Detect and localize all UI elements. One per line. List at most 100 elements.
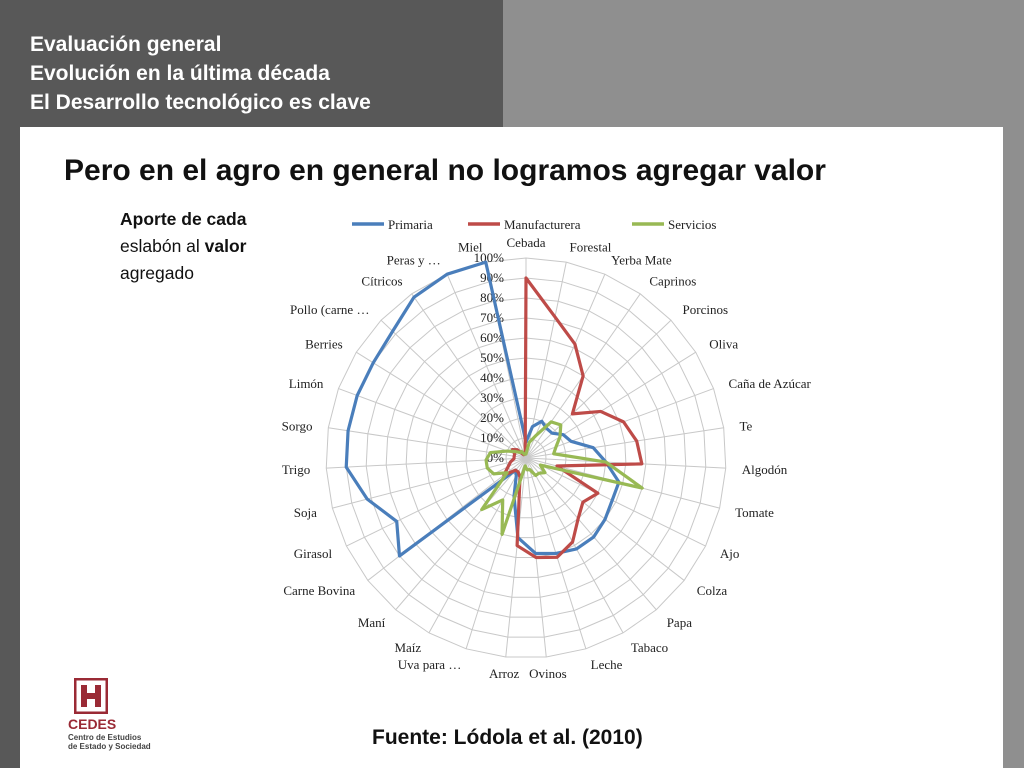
data-point: [356, 394, 359, 397]
scale-label: 90%: [480, 270, 504, 285]
grid-spoke: [525, 457, 706, 547]
data-point: [524, 465, 526, 467]
data-point: [555, 552, 557, 555]
data-point: [515, 474, 518, 477]
data-point: [489, 451, 492, 454]
grid-spoke: [525, 319, 672, 459]
category-label: Uva para …: [398, 657, 462, 672]
category-label: Ajo: [720, 546, 740, 561]
data-point: [509, 461, 512, 463]
data-point: [544, 471, 546, 474]
caption-line-2: eslabón al: [120, 236, 205, 256]
category-label: Ovinos: [529, 666, 567, 681]
grid-spoke: [332, 457, 527, 509]
category-label: Pollo (carne …: [290, 302, 369, 317]
caption-line-3: agregado: [120, 263, 194, 283]
category-label: Algodón: [742, 462, 788, 477]
data-point: [513, 455, 515, 457]
data-point: [516, 544, 518, 547]
data-point: [446, 273, 448, 276]
scale-label: 50%: [480, 350, 504, 365]
data-point: [514, 469, 517, 471]
category-label: Girasol: [294, 546, 333, 561]
data-point: [539, 464, 542, 466]
data-point: [535, 556, 537, 559]
grid-spoke: [525, 427, 724, 459]
data-point: [413, 296, 415, 298]
category-label: Oliva: [709, 337, 738, 352]
grid-ring: [465, 397, 587, 519]
slide-title: Pero en el agro en general no logramos a…: [64, 154, 826, 187]
category-label: Colza: [697, 583, 728, 598]
scale-label: 60%: [480, 330, 504, 345]
data-point: [570, 440, 572, 443]
cedes-logo: CEDES Centro de Estudios de Estado y Soc…: [68, 678, 168, 758]
grid-spoke: [395, 457, 527, 611]
logo-mark-icon: [74, 678, 108, 714]
data-point: [528, 441, 531, 444]
content-panel: [20, 127, 1003, 768]
legend-label: Primaria: [388, 217, 433, 232]
legend-label: Manufacturera: [504, 217, 581, 232]
grid-spoke: [525, 457, 624, 634]
data-point: [592, 536, 595, 538]
grid-spoke: [505, 457, 527, 658]
chart-caption: Aporte de cada eslabón al valor agregado: [120, 206, 246, 287]
data-point: [398, 555, 401, 557]
category-label: Porcinos: [683, 302, 729, 317]
data-point: [486, 467, 489, 469]
category-label: Carne Bovina: [283, 583, 355, 598]
data-point: [501, 533, 503, 536]
source-citation: Fuente: Lódola et al. (2010): [372, 726, 643, 749]
data-point: [574, 343, 576, 345]
category-label: Caña de Azúcar: [729, 376, 812, 391]
data-point: [534, 552, 537, 555]
data-point: [559, 436, 561, 438]
grid-spoke: [428, 457, 527, 634]
data-point: [519, 451, 522, 454]
logo-name: CEDES: [68, 716, 117, 732]
data-point: [528, 468, 531, 471]
logo-subtitle: Centro de Estudios de Estado y Sociedad: [68, 733, 151, 751]
category-label: Tomate: [735, 505, 774, 520]
data-point: [562, 433, 565, 436]
category-label: Tabaco: [631, 640, 668, 655]
caption-bold: valor: [204, 236, 247, 256]
header-line-2: Evolución en la última década: [30, 62, 330, 85]
category-label: Caprinos: [649, 274, 696, 289]
scale-label: 20%: [480, 410, 504, 425]
data-point: [484, 261, 487, 263]
grid-spoke: [446, 274, 527, 459]
data-point: [366, 498, 369, 500]
data-point: [571, 413, 574, 415]
series-line: [480, 420, 644, 536]
category-label: Maní: [358, 615, 386, 630]
data-point: [538, 472, 540, 474]
grid-ring: [425, 357, 627, 558]
grid-spoke: [525, 457, 657, 611]
grid-ring: [365, 297, 687, 618]
data-point: [559, 424, 562, 426]
data-point: [391, 330, 394, 333]
data-point: [395, 520, 398, 523]
category-label: Forestal: [569, 239, 611, 254]
category-label: Miel: [458, 239, 483, 254]
data-point: [513, 453, 516, 455]
data-point: [513, 457, 515, 460]
data-point: [554, 316, 556, 318]
scale-label: 100%: [474, 250, 505, 265]
data-point: [520, 450, 523, 453]
section-header: Evaluación general Evolución en la últim…: [30, 30, 371, 117]
grid-spoke: [525, 274, 606, 459]
category-label: Limón: [289, 376, 324, 391]
header-line-3: El Desarrollo tecnológico es clave: [30, 91, 371, 114]
grid-spoke: [326, 457, 527, 469]
data-point: [534, 474, 537, 477]
data-point: [501, 499, 504, 501]
data-point: [582, 375, 584, 377]
data-point: [347, 429, 349, 432]
data-point: [556, 556, 558, 559]
data-point: [556, 465, 558, 467]
data-point: [641, 487, 643, 489]
